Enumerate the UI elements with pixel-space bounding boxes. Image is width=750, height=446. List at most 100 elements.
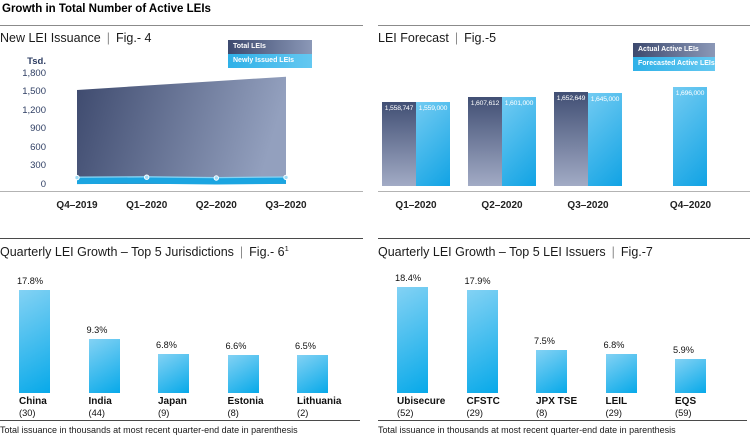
fig4-x-axis-line — [0, 191, 363, 192]
fig7-title-text: Quarterly LEI Growth – Top 5 LEI Issuers — [378, 245, 606, 259]
growth-bar-cfstc — [466, 289, 498, 393]
bar-count-label: (59) — [675, 407, 692, 418]
x-tick-label: Q2–2020 — [481, 200, 523, 211]
fig4-title: New LEI Issuance | Fig.- 4 — [0, 31, 151, 45]
fig5-actual-bar-Q3–2020: 1,652,649 — [554, 91, 588, 186]
growth-bar-jpx-tse — [536, 349, 567, 393]
bar-count-label: (29) — [605, 407, 623, 418]
fig4-plot — [74, 76, 289, 185]
bar-name-label: Estonia — [227, 396, 264, 407]
fig7-figure-number: Fig.-7 — [620, 245, 653, 259]
legend-item-total-leis: Total LEIs — [228, 40, 312, 54]
fig5-figure-number: Fig.-5 — [464, 31, 497, 45]
fig6-figure-number: Fig.- 61 — [249, 243, 289, 259]
fig4-figure-number: Fig.- 4 — [116, 31, 152, 45]
growth-bar-eqs — [675, 358, 706, 393]
y-tick-label: 900 — [30, 123, 46, 134]
fig6-footnote: Total issuance in thousands at most rece… — [0, 425, 298, 435]
fig5-actual-bar-Q1–2020: 1,558,747 — [382, 102, 416, 186]
percent-label: 6.8% — [603, 339, 625, 350]
growth-bar-lithuania — [297, 355, 328, 393]
title-separator: | — [611, 245, 615, 259]
title-separator: | — [454, 31, 459, 45]
fig5-forecast-bar-Q3–2020: 1,645,000 — [588, 92, 622, 186]
x-tick-label: Q3–2020 — [265, 200, 307, 211]
x-tick-label: Q2–2020 — [195, 200, 237, 211]
legend-item-actual-active-leis: Actual Active LEIs — [633, 43, 715, 57]
percent-label: 17.9% — [464, 275, 491, 286]
bar-value-label: 1,645,000 — [590, 95, 620, 103]
growth-bar-ubisecure — [397, 286, 428, 393]
percent-label: 18.4% — [395, 272, 422, 283]
title-separator: | — [239, 245, 244, 259]
fig5-forecast-bar-Q1–2020: 1,559,000 — [416, 102, 450, 186]
fig4-marker-dot — [283, 174, 289, 181]
y-tick-label: 1,800 — [22, 67, 46, 79]
y-tick-label: 1,200 — [22, 104, 46, 116]
fig5-legend: Actual Active LEIs Forecasted Active LEIs — [633, 43, 715, 71]
bar-value-label: 1,559,000 — [418, 105, 448, 113]
fig4-newly-issued-line — [76, 176, 287, 185]
percent-label: 9.3% — [86, 325, 108, 336]
growth-bar-estonia — [227, 354, 259, 393]
bar-count-label: (44) — [88, 407, 106, 418]
fig5-x-axis-line — [378, 191, 750, 192]
growth-bar-leil — [605, 353, 637, 393]
bar-value-label: 1,607,612 — [470, 99, 500, 107]
bar-name-label: LEIL — [605, 396, 628, 407]
bar-value-label: 1,558,747 — [384, 105, 414, 113]
bar-count-label: (2) — [297, 407, 309, 418]
panel-fig7: Quarterly LEI Growth – Top 5 LEI Issuers… — [378, 238, 750, 446]
bar-name-label: Lithuania — [297, 396, 342, 407]
fig7-footnote: Total issuance in thousands at most rece… — [378, 425, 676, 435]
bar-count-label: (8) — [227, 407, 239, 418]
y-tick-label: 600 — [30, 141, 46, 153]
fig6-title-text: Quarterly LEI Growth – Top 5 Jurisdictio… — [0, 245, 234, 259]
bar-count-label: (29) — [466, 407, 484, 418]
fig4-total-leis-area — [77, 76, 286, 184]
fig4-title-text: New LEI Issuance — [0, 31, 101, 45]
x-tick-label: Q4–2019 — [56, 200, 98, 211]
x-tick-label: Q4–2020 — [669, 200, 712, 211]
fig6-title: Quarterly LEI Growth – Top 5 Jurisdictio… — [0, 245, 289, 259]
percent-label: 17.8% — [17, 276, 44, 287]
fig5-forecast-bar-Q2–2020: 1,601,000 — [502, 97, 536, 186]
fig6-footnote-marker: 1 — [284, 243, 289, 253]
percent-label: 7.5% — [534, 335, 555, 346]
growth-bar-india — [88, 339, 120, 393]
panel-fig4: New LEI Issuance | Fig.- 4 Total LEIs New… — [0, 25, 363, 213]
y-tick-label: 1,500 — [22, 86, 46, 97]
fig6-footnote-rule — [0, 420, 360, 421]
y-tick-label: 0 — [40, 178, 46, 190]
panel-fig5: LEI Forecast | Fig.-5 Actual Active LEIs… — [378, 25, 750, 213]
bar-count-label: (30) — [19, 407, 36, 418]
bar-value-label: 1,652,649 — [556, 94, 586, 102]
growth-bar-japan — [158, 353, 189, 393]
fig7-title: Quarterly LEI Growth – Top 5 LEI Issuers… — [378, 245, 653, 259]
fig4-line-highlight — [76, 176, 287, 179]
fig4-marker-dot — [74, 174, 80, 181]
legend-item-forecasted-active-leis: Forecasted Active LEIs — [633, 57, 715, 71]
bar-name-label: China — [19, 396, 47, 407]
bar-name-label: EQS — [675, 396, 697, 407]
bar-value-label: 1,696,000 — [675, 89, 705, 97]
fig7-footnote-rule — [378, 420, 747, 421]
percent-label: 6.5% — [295, 341, 316, 352]
fig4-legend: Total LEIs Newly Issued LEIs — [228, 40, 312, 68]
growth-bar-china — [19, 290, 50, 393]
legend-item-newly-issued-leis: Newly Issued LEIs — [228, 54, 312, 68]
fig4-marker-dot — [213, 175, 220, 181]
bar-count-label: (52) — [397, 407, 414, 418]
panel-fig6: Quarterly LEI Growth – Top 5 Jurisdictio… — [0, 238, 363, 446]
bar-value-label: 1,601,000 — [504, 100, 534, 108]
percent-label: 6.6% — [225, 340, 247, 351]
y-tick-label: 300 — [30, 160, 46, 171]
bar-name-label: CFSTC — [466, 396, 500, 407]
x-tick-label: Q3–2020 — [567, 200, 609, 211]
bar-name-label: JPX TSE — [536, 396, 578, 407]
title-separator: | — [106, 31, 110, 45]
bar-name-label: India — [88, 396, 112, 407]
fig5-title-text: LEI Forecast — [378, 31, 449, 45]
percent-label: 6.8% — [156, 339, 177, 350]
